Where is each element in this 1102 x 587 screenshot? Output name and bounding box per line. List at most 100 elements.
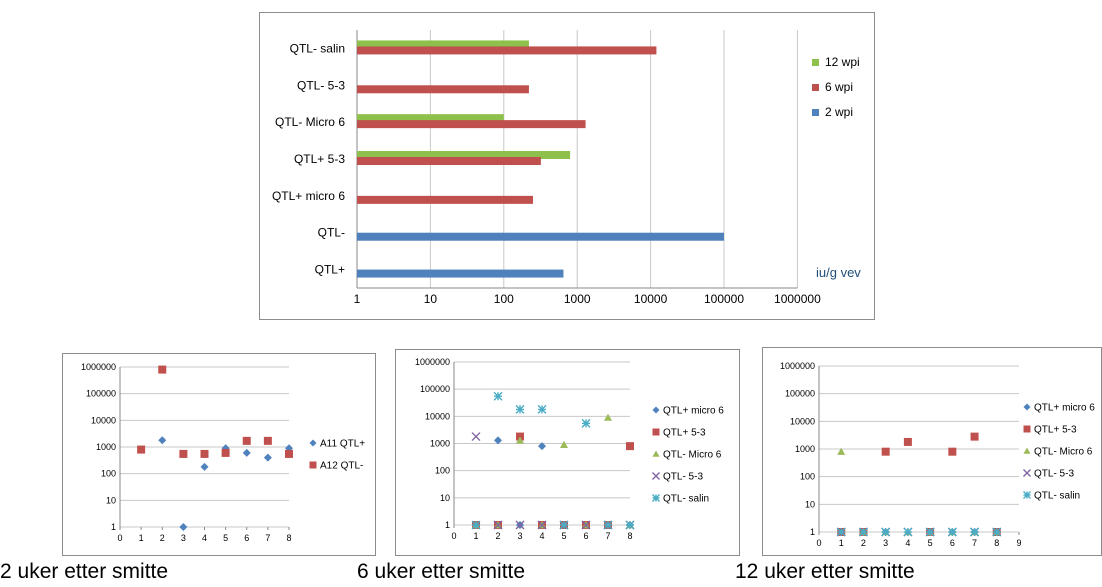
data-point bbox=[242, 436, 251, 445]
data-point bbox=[200, 449, 209, 458]
data-point bbox=[538, 442, 546, 451]
y-tick-label: 10000 bbox=[790, 416, 815, 426]
legend-label: QTL+ micro 6 bbox=[663, 406, 724, 417]
bar-chart-panel bbox=[259, 12, 875, 320]
legend-label: QTL+ 5-3 bbox=[1034, 425, 1077, 436]
data-point bbox=[537, 404, 547, 414]
data-point bbox=[903, 437, 912, 446]
legend-label: QTL+ 5-3 bbox=[663, 428, 706, 439]
data-point bbox=[515, 404, 525, 414]
unit-annotation: iu/g vev bbox=[816, 265, 861, 280]
bar bbox=[357, 195, 534, 204]
x-tick-label: 2 bbox=[160, 533, 165, 543]
y-tick-label: 10 bbox=[440, 493, 450, 503]
x-tick-label: 1000 bbox=[564, 292, 591, 306]
x-tick-label: 8 bbox=[994, 538, 999, 548]
x-tick-label: 1 bbox=[839, 538, 844, 548]
legend-marker bbox=[1023, 447, 1031, 454]
category-label: QTL+ micro 6 bbox=[272, 189, 345, 203]
data-point bbox=[493, 520, 503, 530]
legend-label: QTL- Micro 6 bbox=[663, 450, 722, 461]
y-tick-label: 1000 bbox=[96, 442, 116, 452]
caption-2-weeks: 2 uker etter smitte bbox=[0, 560, 169, 583]
bar bbox=[357, 46, 657, 55]
data-point bbox=[947, 527, 957, 537]
x-tick-label: 3 bbox=[181, 533, 186, 543]
data-point bbox=[992, 527, 1002, 537]
data-point bbox=[836, 527, 846, 537]
data-point bbox=[603, 520, 613, 530]
caption-6-weeks: 6 uker etter smitte bbox=[357, 560, 526, 583]
legend-label: QTL- salin bbox=[663, 494, 709, 505]
y-tick-label: 1000 bbox=[430, 439, 450, 449]
data-point bbox=[263, 453, 272, 462]
legend-marker bbox=[652, 406, 660, 414]
legend-marker bbox=[652, 428, 660, 436]
legend-marker bbox=[1023, 425, 1031, 433]
data-point bbox=[200, 462, 209, 471]
x-tick-label: 4 bbox=[905, 538, 910, 548]
x-tick-label: 1000000 bbox=[774, 292, 821, 306]
data-point bbox=[158, 436, 167, 445]
y-tick-label: 10000 bbox=[425, 411, 450, 421]
y-tick-label: 10 bbox=[805, 499, 815, 509]
y-tick-label: 1000 bbox=[795, 444, 815, 454]
y-tick-label: 1000000 bbox=[780, 361, 815, 371]
y-tick-label: 100 bbox=[800, 472, 815, 482]
data-point bbox=[604, 413, 612, 421]
legend-marker bbox=[652, 494, 660, 502]
category-label: QTL- salin bbox=[290, 41, 345, 55]
x-tick-label: 1 bbox=[354, 292, 361, 306]
x-tick-label: 7 bbox=[265, 533, 270, 543]
x-tick-label: 0 bbox=[451, 531, 456, 541]
legend-label: 2 wpi bbox=[825, 105, 853, 119]
data-point bbox=[263, 436, 272, 445]
legend-marker bbox=[309, 461, 317, 469]
legend-label: 12 wpi bbox=[825, 55, 860, 69]
data-point bbox=[493, 391, 503, 401]
y-tick-label: 10 bbox=[106, 495, 116, 505]
bar bbox=[357, 157, 541, 165]
legend-marker bbox=[309, 439, 317, 447]
legend-marker bbox=[1023, 469, 1031, 477]
legend-label: QTL- Micro 6 bbox=[1034, 447, 1093, 458]
data-point bbox=[625, 520, 635, 530]
data-point bbox=[903, 527, 913, 537]
x-tick-label: 7 bbox=[972, 538, 977, 548]
y-tick-label: 1 bbox=[445, 520, 450, 530]
y-tick-label: 100000 bbox=[420, 384, 450, 394]
legend-label: A12 QTL- bbox=[320, 461, 363, 472]
x-tick-label: 0 bbox=[816, 538, 821, 548]
legend-swatch bbox=[812, 59, 819, 66]
x-tick-label: 8 bbox=[286, 533, 291, 543]
legend-swatch bbox=[812, 84, 819, 91]
legend-marker bbox=[652, 472, 660, 480]
category-label: QTL- Micro 6 bbox=[275, 115, 345, 129]
bar bbox=[357, 120, 586, 129]
x-tick-label: 3 bbox=[517, 531, 522, 541]
x-tick-label: 6 bbox=[950, 538, 955, 548]
x-tick-label: 4 bbox=[539, 531, 544, 541]
data-point bbox=[881, 447, 890, 456]
bar bbox=[357, 232, 724, 241]
legend-marker bbox=[1023, 491, 1031, 499]
x-tick-label: 4 bbox=[202, 533, 207, 543]
data-point bbox=[559, 520, 569, 530]
x-tick-label: 0 bbox=[117, 533, 122, 543]
x-tick-label: 6 bbox=[244, 533, 249, 543]
x-tick-label: 10000 bbox=[634, 292, 668, 306]
data-point bbox=[179, 523, 188, 531]
caption-12-weeks: 12 uker etter smitte bbox=[735, 560, 915, 583]
x-tick-label: 2 bbox=[861, 538, 866, 548]
y-tick-label: 100 bbox=[435, 466, 450, 476]
x-tick-label: 1 bbox=[473, 531, 478, 541]
y-tick-label: 1000000 bbox=[415, 357, 450, 367]
bar bbox=[357, 151, 571, 159]
data-point bbox=[537, 520, 547, 530]
legend-label: QTL+ micro 6 bbox=[1034, 403, 1095, 414]
legend-label: QTL- salin bbox=[1034, 491, 1080, 502]
legend-label: A11 QTL+ bbox=[320, 439, 365, 450]
category-label: QTL+ bbox=[315, 263, 345, 277]
x-tick-label: 7 bbox=[605, 531, 610, 541]
